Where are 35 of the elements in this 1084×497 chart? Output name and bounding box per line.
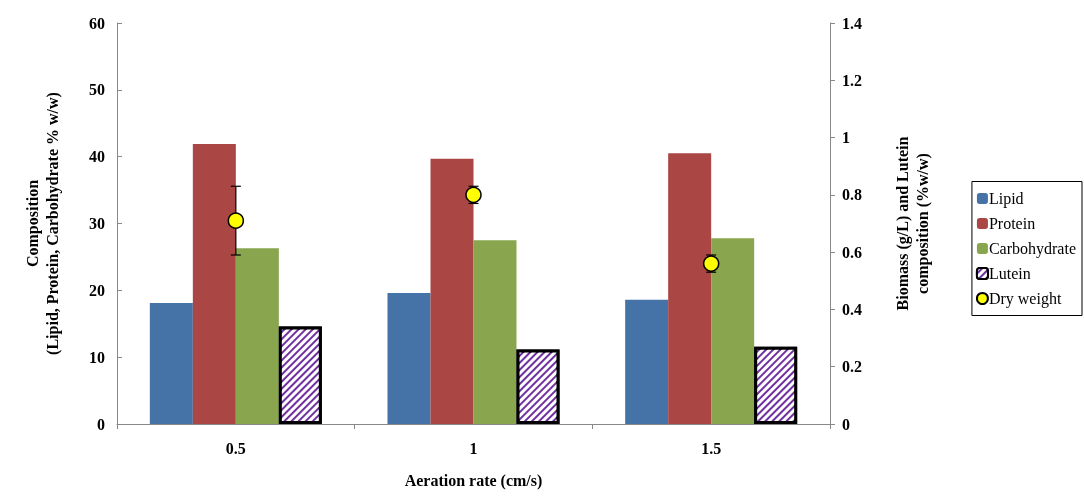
y2-tick-label: 1 [842,129,850,147]
bar [387,293,431,424]
y-axis-title: Composition (Lipid, Protein, Carbohydrate % w/w) [23,92,62,355]
point [227,212,245,229]
legend-label: Lipid [988,190,1024,208]
x-tick-label: 1.5 [701,439,722,457]
y2-tick-label: 0.2 [842,358,862,376]
y-tick-label: 20 [89,281,105,299]
y-tick-label: 50 [89,81,105,99]
bar [149,303,193,424]
y-tick-label: 0 [97,415,105,433]
x-tick-label: 1 [469,439,478,457]
bar [430,158,474,424]
x-tick-label: 0.5 [225,439,246,457]
y2-tick-label: 1.2 [842,71,862,89]
y-tick-label: 10 [89,348,105,366]
legend-label: Lutein [988,265,1031,282]
y-tick-label: 30 [89,215,105,232]
bar [711,238,755,424]
legend-label: Carbohydrate [988,240,1076,258]
y2-tick-label: 1.4 [842,14,862,32]
x-axis-title: Aeration rate (cm/s) [404,471,543,490]
bar [668,153,712,424]
legend-label: Protein [988,215,1036,232]
y2-tick-label: 0.8 [842,186,862,204]
y-tick-label: 60 [89,14,105,32]
legend-label: Dry weight [988,290,1062,308]
y2-tick-label: 0.6 [842,243,862,261]
bar [473,240,517,424]
y2-tick-label: 0.4 [842,300,862,318]
y2-axis-title: Biomass (g/L) and Lutein composition (%w/w) [893,136,932,311]
y-tick-label: 40 [89,148,105,166]
bar [192,143,236,424]
y2-tick-label: 0 [842,415,850,433]
bar [625,299,669,424]
